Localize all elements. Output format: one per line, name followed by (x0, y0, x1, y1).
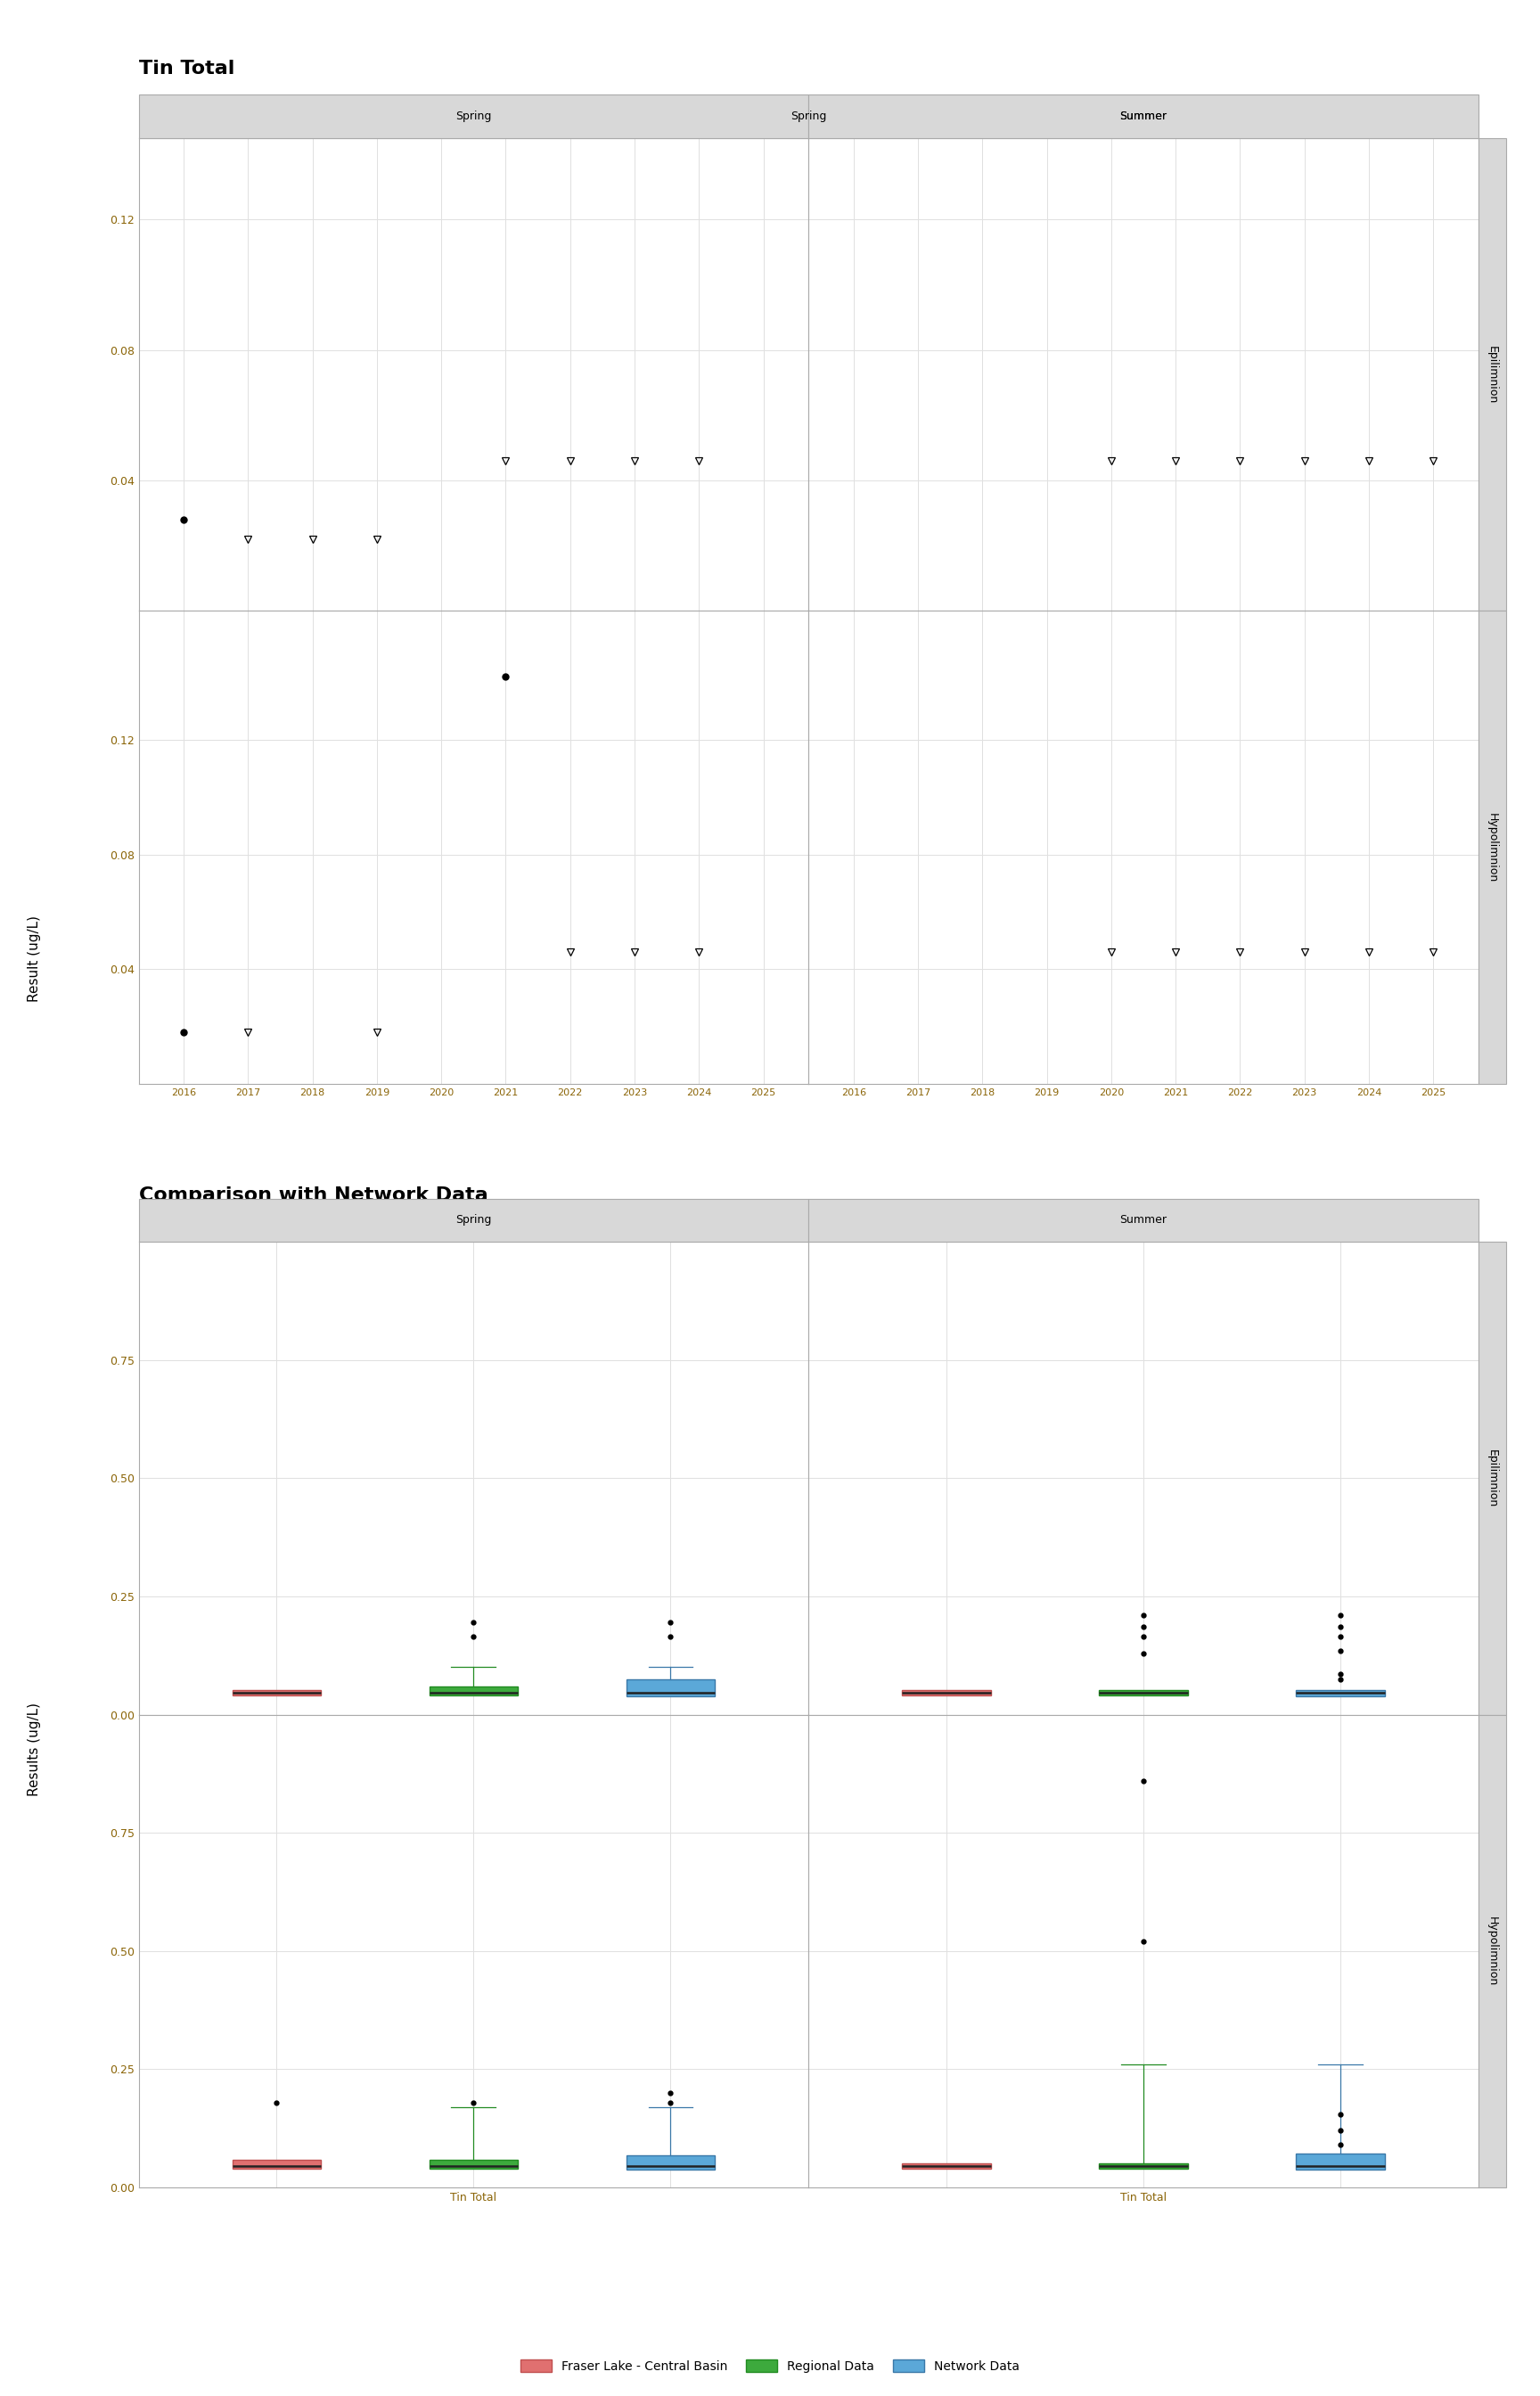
Text: Hypolimnion: Hypolimnion (1486, 812, 1498, 882)
Bar (233, 2161, 320, 2168)
Text: Results (ug/L): Results (ug/L) (28, 1701, 40, 1797)
Text: Comparison with Network Data: Comparison with Network Data (139, 1186, 488, 1203)
Text: Spring: Spring (790, 110, 827, 122)
Text: Hypolimnion: Hypolimnion (1486, 1917, 1498, 1986)
Text: Summer: Summer (1120, 110, 1167, 122)
Bar (1297, 1689, 1384, 1696)
Text: Summer: Summer (1120, 1215, 1167, 1227)
Bar (902, 2164, 990, 2168)
Bar (1100, 2164, 1187, 2168)
Bar (233, 1689, 320, 1696)
Bar (1297, 2154, 1384, 2168)
Text: Spring: Spring (456, 110, 491, 122)
Bar (430, 1687, 517, 1696)
Bar (627, 2156, 715, 2168)
Bar (1100, 1689, 1187, 1696)
Bar (902, 1689, 990, 1696)
Text: Result (ug/L): Result (ug/L) (28, 915, 40, 1002)
Text: Summer: Summer (1120, 110, 1167, 122)
Text: Tin Total: Tin Total (139, 60, 234, 77)
Legend: Fraser Lake - Central Basin, Regional Data, Network Data: Fraser Lake - Central Basin, Regional Da… (516, 2355, 1024, 2377)
Bar (627, 1680, 715, 1696)
Bar (430, 2161, 517, 2168)
Text: Spring: Spring (456, 1215, 491, 1227)
Text: Epilimnion: Epilimnion (1486, 345, 1498, 403)
Text: Epilimnion: Epilimnion (1486, 1450, 1498, 1507)
